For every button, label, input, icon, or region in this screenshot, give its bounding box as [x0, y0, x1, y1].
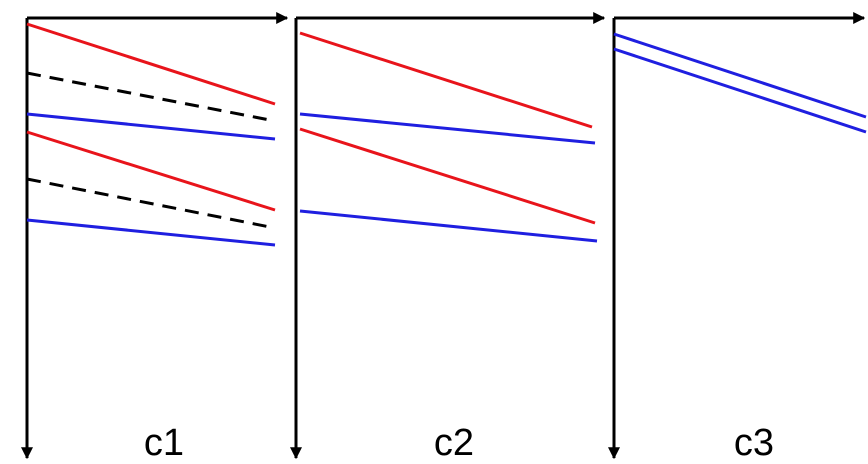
panel-c2-line-3: [299, 127, 596, 225]
panel-c1-line-2: [26, 71, 276, 123]
panel-c3-label: c3: [734, 422, 774, 464]
panel-c2: c2: [290, 12, 606, 464]
panel-c3-line-2: [613, 47, 867, 134]
panel-c1-label: c1: [144, 422, 184, 464]
panel-c1-line-3: [26, 112, 276, 141]
panel-c2-line-2: [299, 112, 596, 145]
panel-c2-label: c2: [434, 422, 474, 464]
panel-c3: c3: [608, 12, 867, 464]
panel-c1-line-1: [26, 22, 276, 106]
panel-c1-line-4: [26, 130, 276, 212]
panel-c2-line-4: [299, 209, 598, 243]
panel-c1: c1: [21, 12, 289, 464]
panel-c3-line-1: [613, 32, 867, 119]
panel-c2-line-1: [299, 31, 593, 129]
panel-c1-line-5: [26, 177, 276, 230]
panel-c1-line-6: [26, 218, 276, 247]
